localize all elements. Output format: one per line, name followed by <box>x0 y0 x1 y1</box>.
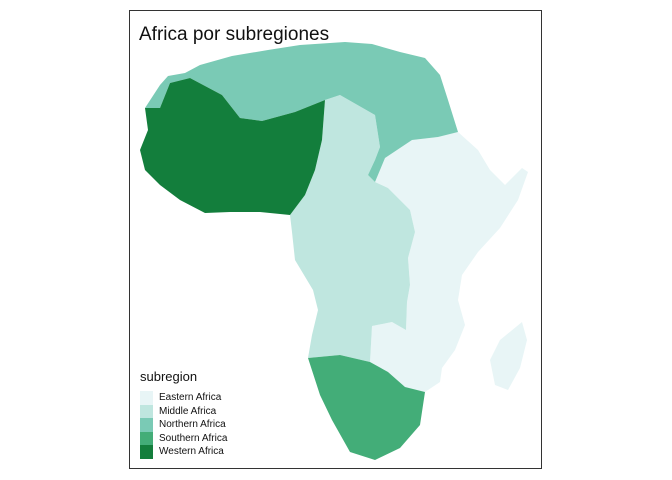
region-northern-africa <box>145 42 458 182</box>
legend-swatch <box>140 391 153 405</box>
legend-swatch <box>140 445 153 459</box>
region-eastern-africa-madagascar <box>490 322 527 390</box>
legend-label: Eastern Africa <box>159 392 222 404</box>
legend-item: Eastern Africa <box>140 391 227 405</box>
legend-item: Southern Africa <box>140 431 228 445</box>
region-southern-africa <box>308 355 425 460</box>
map-legend: subregion Eastern Africa Middle Africa N… <box>140 369 227 459</box>
region-western-africa <box>140 78 325 215</box>
legend-swatch <box>140 418 153 432</box>
legend-item: Western Africa <box>140 445 227 459</box>
legend-item: Northern Africa <box>140 418 227 432</box>
legend-swatch <box>140 404 153 418</box>
legend-item: Middle Africa <box>140 404 227 418</box>
legend-label: Western Africa <box>159 446 224 458</box>
region-middle-africa <box>290 95 415 362</box>
map-title: Africa por subregiones <box>139 24 330 45</box>
legend-title: subregion <box>140 369 198 384</box>
legend-label: Southern Africa <box>159 432 228 444</box>
legend-label: Middle Africa <box>159 405 217 417</box>
legend-swatch <box>140 431 153 445</box>
legend-label: Northern Africa <box>159 419 226 431</box>
region-eastern-africa <box>370 132 528 392</box>
